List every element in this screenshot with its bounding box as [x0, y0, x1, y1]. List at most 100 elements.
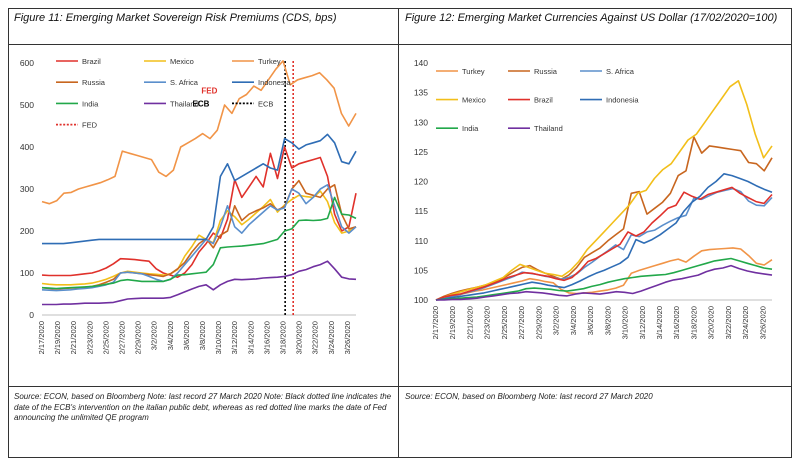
- legend-label: FED: [82, 121, 98, 130]
- x-tick-label: 2/29/2020: [134, 321, 143, 354]
- x-tick-label: 2/21/2020: [69, 321, 78, 354]
- x-tick-label: 2/29/2020: [534, 306, 543, 339]
- fed-annotation: FED: [201, 87, 217, 96]
- x-tick-label: 2/27/2020: [118, 321, 127, 354]
- x-tick-label: 2/17/2020: [37, 321, 46, 354]
- x-tick-label: 3/24/2020: [741, 306, 750, 339]
- y-tick-label: 125: [414, 147, 428, 157]
- y-tick-label: 100: [414, 295, 428, 305]
- legend-label: Mexico: [462, 96, 486, 105]
- y-tick-label: 600: [20, 58, 34, 68]
- figure-11-title: Figure 11: Emerging Market Sovereign Ris…: [14, 12, 337, 24]
- series-line-indonesia: [435, 173, 773, 301]
- series-line-s-africa: [41, 184, 357, 292]
- x-tick-label: 3/6/2020: [586, 306, 595, 335]
- legend-label: Turkey: [462, 67, 485, 76]
- x-tick-label: 3/26/2020: [343, 321, 352, 354]
- figure-12-source: Source: ECON, based on Bloomberg Note: l…: [405, 392, 653, 401]
- y-tick-label: 200: [20, 226, 34, 236]
- x-tick-label: 3/18/2020: [279, 321, 288, 354]
- legend-label: Russia: [82, 78, 106, 87]
- legend-label: India: [82, 99, 99, 108]
- y-tick-label: 135: [414, 88, 428, 98]
- source-divider-left: [8, 386, 399, 387]
- y-tick-label: 110: [414, 236, 428, 246]
- series-line-india: [41, 196, 357, 290]
- figure-frame: [8, 8, 792, 458]
- x-tick-label: 3/2/2020: [552, 306, 561, 335]
- x-tick-label: 3/26/2020: [758, 306, 767, 339]
- y-tick-label: 120: [414, 177, 428, 187]
- x-tick-label: 3/12/2020: [230, 321, 239, 354]
- x-tick-label: 3/6/2020: [182, 321, 191, 350]
- x-tick-label: 2/19/2020: [53, 321, 62, 354]
- series-line-russia: [435, 136, 773, 301]
- legend-label: Thailand: [170, 99, 199, 108]
- y-tick-label: 105: [414, 265, 428, 275]
- x-tick-label: 2/17/2020: [431, 306, 440, 339]
- x-tick-label: 3/16/2020: [262, 321, 271, 354]
- series-line-brazil: [41, 146, 357, 279]
- series-line-turkey: [435, 247, 773, 301]
- series-line-thailand: [42, 260, 357, 306]
- legend-label: Brazil: [82, 57, 101, 66]
- x-tick-label: 3/8/2020: [198, 321, 207, 350]
- legend-label: Russia: [534, 67, 558, 76]
- x-tick-label: 3/4/2020: [166, 321, 175, 350]
- title-divider-right: [398, 44, 792, 45]
- y-tick-label: 130: [414, 117, 428, 127]
- x-tick-label: 3/10/2020: [214, 321, 223, 354]
- legend-label: India: [462, 124, 479, 133]
- x-tick-label: 3/20/2020: [295, 321, 304, 354]
- y-tick-label: 400: [20, 142, 34, 152]
- y-tick-label: 100: [20, 268, 34, 278]
- x-tick-label: 3/22/2020: [311, 321, 320, 354]
- x-tick-label: 3/10/2020: [621, 306, 630, 339]
- y-tick-label: 500: [20, 100, 34, 110]
- series-line-turkey: [41, 60, 357, 205]
- legend-label: ECB: [258, 99, 273, 108]
- x-tick-label: 3/16/2020: [672, 306, 681, 339]
- x-tick-label: 2/23/2020: [483, 306, 492, 339]
- series-line-mexico: [435, 80, 773, 301]
- legend-label: S. Africa: [606, 67, 635, 76]
- x-tick-label: 2/25/2020: [101, 321, 110, 354]
- x-tick-label: 3/8/2020: [603, 306, 612, 335]
- legend-label: S. Africa: [170, 78, 199, 87]
- x-tick-label: 3/2/2020: [150, 321, 159, 350]
- x-tick-label: 2/21/2020: [465, 306, 474, 339]
- source-divider-right: [398, 386, 792, 387]
- series-line-indonesia: [42, 133, 357, 245]
- y-tick-label: 140: [414, 58, 428, 68]
- series-line-brazil: [435, 186, 773, 301]
- figure-divider: [398, 8, 399, 458]
- x-tick-label: 3/4/2020: [569, 306, 578, 335]
- y-tick-label: 115: [414, 206, 428, 216]
- y-tick-label: 0: [29, 310, 34, 320]
- x-tick-label: 3/22/2020: [724, 306, 733, 339]
- ecb-annotation: ECB: [193, 99, 210, 108]
- x-tick-label: 2/19/2020: [448, 306, 457, 339]
- legend-label: Thailand: [534, 124, 563, 133]
- series-line-india: [435, 257, 773, 301]
- x-tick-label: 3/20/2020: [707, 306, 716, 339]
- x-tick-label: 2/27/2020: [517, 306, 526, 339]
- series-line-mexico: [41, 190, 357, 286]
- x-tick-label: 2/23/2020: [85, 321, 94, 354]
- legend-label: Mexico: [170, 57, 194, 66]
- series-line-thailand: [436, 264, 773, 301]
- y-tick-label: 300: [20, 184, 34, 194]
- x-tick-label: 3/18/2020: [689, 306, 698, 339]
- legend-label: Indonesia: [606, 96, 639, 105]
- figure-12-title: Figure 12: Emerging Market Currencies Ag…: [405, 12, 778, 24]
- x-tick-label: 3/14/2020: [655, 306, 664, 339]
- x-tick-label: 3/12/2020: [638, 306, 647, 339]
- legend-label: Turkey: [258, 57, 281, 66]
- x-tick-label: 2/25/2020: [500, 306, 509, 339]
- figure-11-source: Source: ECON, based on Bloomberg Note: l…: [14, 392, 392, 422]
- x-tick-label: 3/24/2020: [327, 321, 336, 354]
- legend-label: Indonesia: [258, 78, 291, 87]
- title-divider-left: [8, 44, 399, 45]
